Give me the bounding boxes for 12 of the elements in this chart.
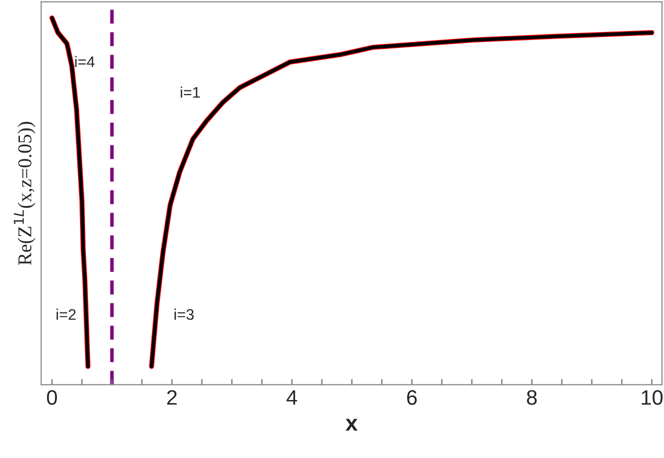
annotation: i=1 <box>180 86 200 98</box>
annotation: i=4 <box>75 56 95 68</box>
annotation: i=2 <box>56 308 76 320</box>
x-axis-title: x <box>346 418 358 431</box>
x-tick-label: 6 <box>407 390 417 405</box>
x-tick-label: 2 <box>167 390 177 405</box>
x-tick-label: 0 <box>46 390 57 405</box>
annotation: i=3 <box>174 308 194 320</box>
y-axis-title: Re(Z$^{1L}$(x,z=0.05)) <box>14 122 36 266</box>
x-tick-label: 4 <box>286 390 298 405</box>
x-tick-label: 8 <box>526 390 537 405</box>
x-tick-label: 10 <box>642 390 663 405</box>
